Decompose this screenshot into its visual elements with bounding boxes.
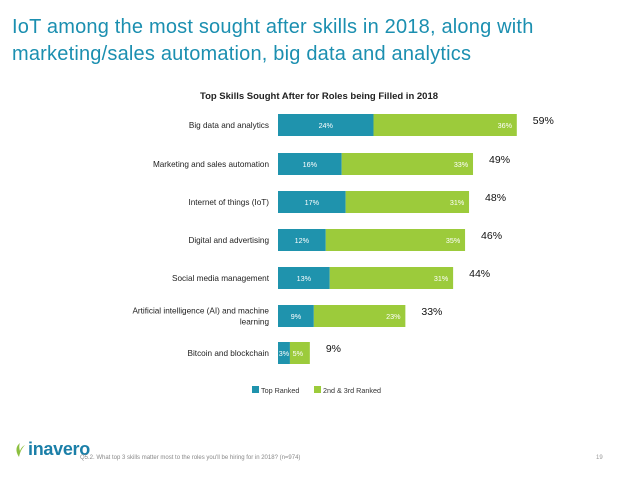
data-label: 3% [279,349,290,358]
bar-2nd-3rd-ranked [373,114,517,136]
category-label: Bitcoin and blockchain [188,349,270,358]
bar-top-ranked [278,267,330,289]
bar-top-ranked [278,305,314,327]
bar-top-ranked [278,229,326,251]
bar-top-ranked [278,114,374,136]
total-label: 33% [421,306,442,318]
bar-top-ranked [278,342,290,364]
category-label: Big data and analytics [189,121,269,130]
category-label: Artificial intelligence (AI) and machine [132,307,269,316]
legend-label-2nd-3rd-ranked: 2nd & 3rd Ranked [323,386,381,395]
bar-2nd-3rd-ranked [345,191,470,213]
category-label: Internet of things (IoT) [188,198,269,207]
chart-title: Top Skills Sought After for Roles being … [200,91,438,102]
total-label: 48% [485,192,506,204]
legend-swatch-2nd-3rd-ranked [314,386,321,393]
bar-2nd-3rd-ranked [329,267,454,289]
category-label: Marketing and sales automation [153,160,270,169]
data-label: 17% [305,198,320,207]
leaf-icon [16,442,25,457]
slide-title-line-2: marketing/sales automation, big data and… [12,43,472,65]
category-label: Digital and advertising [188,236,269,245]
slide-title: IoT among the most sought after skills i… [12,14,632,68]
bar-2nd-3rd-ranked [341,153,474,175]
data-label: 31% [450,198,465,207]
legend-swatch-top-ranked [252,386,259,393]
logo-text: inavero [28,439,90,459]
data-label: 9% [291,312,302,321]
data-label: 33% [454,160,469,169]
bar-2nd-3rd-ranked [325,229,466,251]
data-label: 35% [446,236,461,245]
legend-label-top-ranked: Top Ranked [261,386,299,395]
bar-top-ranked [278,153,342,175]
data-label: 12% [295,236,310,245]
total-label: 9% [326,343,341,355]
data-label: 36% [498,121,513,130]
total-label: 44% [469,268,490,280]
category-label: learning [240,318,270,327]
data-label: 24% [319,121,334,130]
data-label: 13% [297,274,312,283]
data-label: 5% [293,349,304,358]
slide-title-line-1: IoT among the most sought after skills i… [12,16,534,38]
total-label: 59% [533,115,554,127]
data-label: 16% [303,160,318,169]
bar-2nd-3rd-ranked [313,305,406,327]
category-label: Social media management [172,274,270,283]
data-label: 23% [386,312,401,321]
bar-top-ranked [278,191,346,213]
data-label: 31% [434,274,449,283]
page-number: 19 [596,455,603,461]
total-label: 49% [489,154,510,166]
footer-logo: inavero [14,439,90,460]
total-label: 46% [481,230,502,242]
bar-2nd-3rd-ranked [289,342,310,364]
footnote: Q5.2. What top 3 skills matter most to t… [80,455,301,461]
